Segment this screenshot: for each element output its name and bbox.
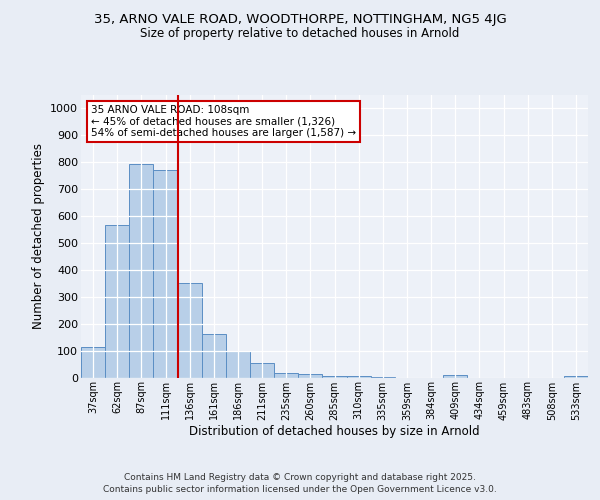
Bar — [250, 363, 274, 378]
Bar — [298, 374, 322, 378]
Bar — [371, 377, 395, 378]
Bar — [202, 334, 226, 378]
Bar — [443, 376, 467, 378]
Bar — [347, 376, 371, 378]
Bar — [274, 372, 298, 378]
Bar — [322, 376, 347, 378]
Bar — [129, 164, 154, 378]
Text: 35 ARNO VALE ROAD: 108sqm
← 45% of detached houses are smaller (1,326)
54% of se: 35 ARNO VALE ROAD: 108sqm ← 45% of detac… — [91, 105, 356, 138]
Bar — [178, 283, 202, 378]
Bar — [154, 170, 178, 378]
Bar — [564, 376, 588, 378]
X-axis label: Distribution of detached houses by size in Arnold: Distribution of detached houses by size … — [189, 425, 480, 438]
Bar — [226, 351, 250, 378]
Text: Size of property relative to detached houses in Arnold: Size of property relative to detached ho… — [140, 28, 460, 40]
Bar — [105, 224, 129, 378]
Text: Contains HM Land Registry data © Crown copyright and database right 2025.: Contains HM Land Registry data © Crown c… — [124, 472, 476, 482]
Bar — [81, 346, 105, 378]
Text: 35, ARNO VALE ROAD, WOODTHORPE, NOTTINGHAM, NG5 4JG: 35, ARNO VALE ROAD, WOODTHORPE, NOTTINGH… — [94, 12, 506, 26]
Text: Contains public sector information licensed under the Open Government Licence v3: Contains public sector information licen… — [103, 485, 497, 494]
Y-axis label: Number of detached properties: Number of detached properties — [32, 143, 44, 329]
